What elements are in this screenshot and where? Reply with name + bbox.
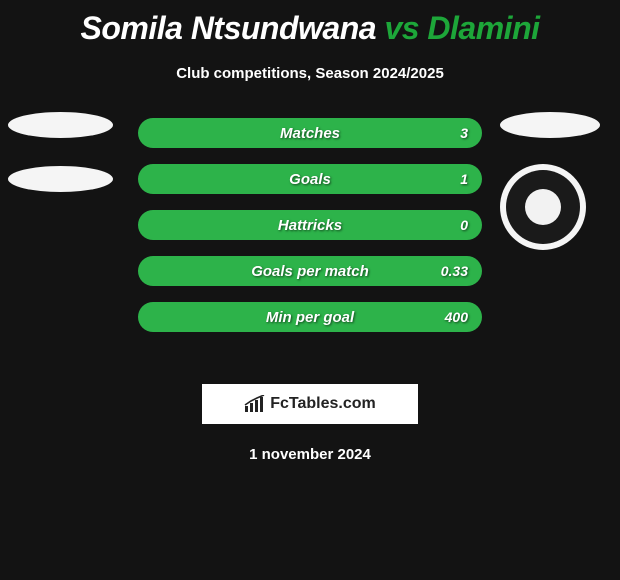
stat-value: 0: [460, 210, 468, 240]
stat-label: Matches: [138, 118, 482, 148]
title-vs-player2: vs Dlamini: [376, 10, 539, 46]
footer-date: 1 november 2024: [0, 446, 620, 463]
brand-text: FcTables.com: [270, 395, 376, 413]
title-player1: Somila Ntsundwana: [81, 10, 377, 46]
crest-core: [525, 189, 561, 225]
stat-bar: Goals1: [138, 164, 482, 194]
badge-placeholder: [500, 112, 600, 138]
stat-value: 0.33: [441, 256, 468, 286]
brand-box: FcTables.com: [202, 384, 418, 424]
stat-value: 1: [460, 164, 468, 194]
stat-bar: Min per goal400: [138, 302, 482, 332]
crest-ring: [506, 170, 580, 244]
page-title: Somila Ntsundwana vs Dlamini: [0, 0, 620, 47]
stat-value: 400: [445, 302, 468, 332]
stat-label: Hattricks: [138, 210, 482, 240]
stat-label: Goals per match: [138, 256, 482, 286]
stat-bar: Goals per match0.33: [138, 256, 482, 286]
club-crest: [500, 164, 586, 250]
brand-chart-icon: [244, 395, 266, 413]
badge-placeholder: [8, 166, 113, 192]
stat-label: Min per goal: [138, 302, 482, 332]
comparison-chart: Matches3Goals1Hattricks0Goals per match0…: [0, 118, 620, 378]
subtitle: Club competitions, Season 2024/2025: [0, 65, 620, 82]
stat-bar: Matches3: [138, 118, 482, 148]
stat-value: 3: [460, 118, 468, 148]
stat-label: Goals: [138, 164, 482, 194]
badge-placeholder: [8, 112, 113, 138]
left-team-badges: [8, 112, 113, 220]
right-team-badges: [500, 112, 600, 250]
stat-bars: Matches3Goals1Hattricks0Goals per match0…: [138, 118, 482, 348]
stat-bar: Hattricks0: [138, 210, 482, 240]
